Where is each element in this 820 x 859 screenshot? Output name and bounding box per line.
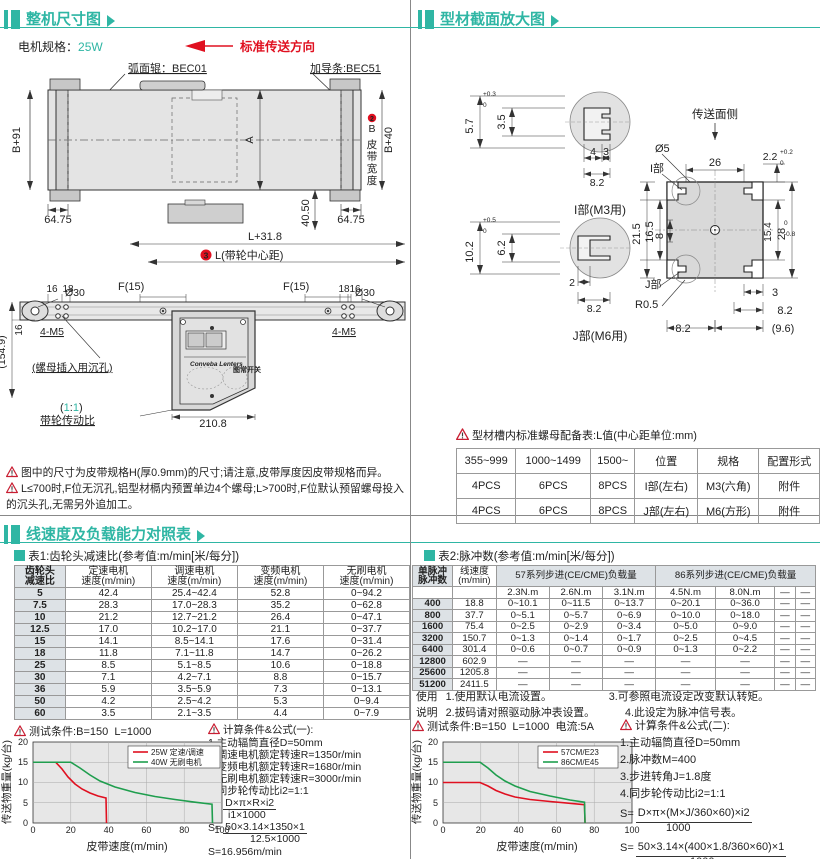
svg-text:5.7: 5.7: [464, 118, 476, 133]
svg-text:15.4: 15.4: [763, 222, 774, 242]
svg-text:57CM/E23: 57CM/E23: [561, 748, 599, 757]
svg-text:0: 0: [440, 825, 445, 835]
svg-text:210.8: 210.8: [199, 418, 227, 428]
svg-text:(1:1): (1:1): [60, 402, 83, 414]
svg-text:0: 0: [433, 818, 438, 828]
svg-text:40: 40: [104, 825, 114, 835]
svg-text:(154.9): (154.9): [0, 335, 8, 368]
svg-text:带: 带: [367, 151, 378, 163]
svg-text:18: 18: [62, 284, 74, 295]
svg-text:2.2: 2.2: [763, 151, 778, 163]
svg-text:B+40: B+40: [383, 127, 395, 153]
svg-text:传送物重量(kg/台): 传送物重量(kg/台): [0, 740, 13, 824]
svg-text:10.2: 10.2: [464, 241, 476, 262]
svg-text:20: 20: [428, 738, 438, 747]
svg-text:L+31.8: L+31.8: [248, 231, 282, 243]
svg-text:40W 无刷电机: 40W 无刷电机: [151, 757, 202, 767]
svg-text:0: 0: [483, 102, 487, 109]
svg-text:F(15): F(15): [118, 281, 144, 293]
svg-text:传送面侧: 传送面侧: [692, 107, 738, 121]
svg-text:5: 5: [433, 798, 438, 808]
svg-text:16: 16: [349, 284, 361, 295]
svg-text:18: 18: [338, 284, 350, 295]
svg-text:0: 0: [780, 160, 784, 167]
svg-text:Ø5: Ø5: [655, 143, 670, 155]
svg-text:40: 40: [514, 825, 524, 835]
svg-text:3.5: 3.5: [496, 114, 508, 129]
svg-text:20: 20: [476, 825, 486, 835]
svg-text:皮带速度(m/min): 皮带速度(m/min): [496, 839, 577, 853]
svg-text:弧面辊：BEC01: 弧面辊：BEC01: [128, 61, 207, 75]
svg-text:A: A: [244, 136, 256, 144]
svg-text:0: 0: [30, 825, 35, 835]
svg-text:(9.6): (9.6): [772, 323, 795, 335]
svg-text:8.2: 8.2: [777, 305, 792, 317]
svg-text:8.2: 8.2: [675, 323, 690, 335]
svg-text:8.2: 8.2: [590, 177, 605, 189]
svg-text:8: 8: [654, 233, 666, 239]
svg-text:80: 80: [179, 825, 189, 835]
svg-text:4-M5: 4-M5: [40, 326, 64, 338]
svg-text:带轮传动比: 带轮传动比: [40, 413, 95, 427]
svg-text:0: 0: [784, 220, 788, 227]
svg-text:加导条:BEC51: 加导条:BEC51: [310, 61, 381, 75]
svg-text:0: 0: [483, 228, 487, 235]
svg-text:+0.3: +0.3: [483, 91, 496, 98]
svg-text:图常开关: 图常开关: [233, 365, 261, 374]
svg-text:3: 3: [204, 251, 209, 261]
svg-text:15: 15: [428, 757, 438, 767]
svg-text:皮带速度(m/min): 皮带速度(m/min): [86, 839, 167, 853]
svg-text:60: 60: [551, 825, 561, 835]
svg-text:6.2: 6.2: [496, 240, 508, 255]
svg-text:64.75: 64.75: [44, 214, 72, 226]
svg-text:20: 20: [18, 738, 28, 747]
svg-text:F(15): F(15): [283, 281, 309, 293]
svg-text:3: 3: [603, 146, 609, 158]
svg-text:80: 80: [589, 825, 599, 835]
svg-text:度: 度: [367, 174, 378, 187]
svg-text:B: B: [368, 123, 375, 135]
svg-text:8.2: 8.2: [587, 303, 602, 315]
svg-text:20: 20: [66, 825, 76, 835]
svg-text:16: 16: [14, 324, 25, 336]
svg-text:0: 0: [23, 818, 28, 828]
svg-text:16: 16: [46, 284, 58, 295]
svg-text:5: 5: [23, 798, 28, 808]
svg-text:21.5: 21.5: [631, 223, 643, 244]
svg-text:传送物重量(kg/台): 传送物重量(kg/台): [410, 740, 423, 824]
svg-text:R0.5: R0.5: [635, 299, 658, 311]
svg-text:(螺母插入用沉孔): (螺母插入用沉孔): [32, 361, 113, 374]
svg-text:26: 26: [709, 157, 721, 169]
svg-text:B+91: B+91: [11, 127, 23, 153]
svg-text:I部: I部: [650, 161, 664, 175]
svg-text:3: 3: [772, 287, 778, 299]
svg-text:4: 4: [590, 146, 596, 158]
svg-text:15: 15: [18, 757, 28, 767]
svg-text:皮: 皮: [367, 138, 378, 151]
svg-text:64.75: 64.75: [337, 214, 365, 226]
svg-text:10: 10: [18, 777, 28, 787]
svg-text:40.50: 40.50: [300, 199, 312, 227]
svg-text:86CM/E45: 86CM/E45: [561, 758, 599, 767]
svg-text:4-M5: 4-M5: [332, 326, 356, 338]
svg-text:+0.2: +0.2: [780, 149, 793, 156]
svg-text:宽: 宽: [367, 162, 378, 175]
svg-text:J部: J部: [645, 277, 662, 291]
svg-text:-0.8: -0.8: [784, 231, 796, 238]
svg-text:60: 60: [141, 825, 151, 835]
svg-text:100: 100: [214, 825, 229, 835]
svg-text:+0.5: +0.5: [483, 217, 496, 224]
svg-text:10: 10: [428, 777, 438, 787]
svg-text:2: 2: [569, 277, 575, 289]
svg-text:L(带轮中心距): L(带轮中心距): [215, 248, 283, 262]
svg-text:25W 定速/调速: 25W 定速/调速: [151, 747, 204, 757]
svg-text:2: 2: [370, 116, 374, 123]
